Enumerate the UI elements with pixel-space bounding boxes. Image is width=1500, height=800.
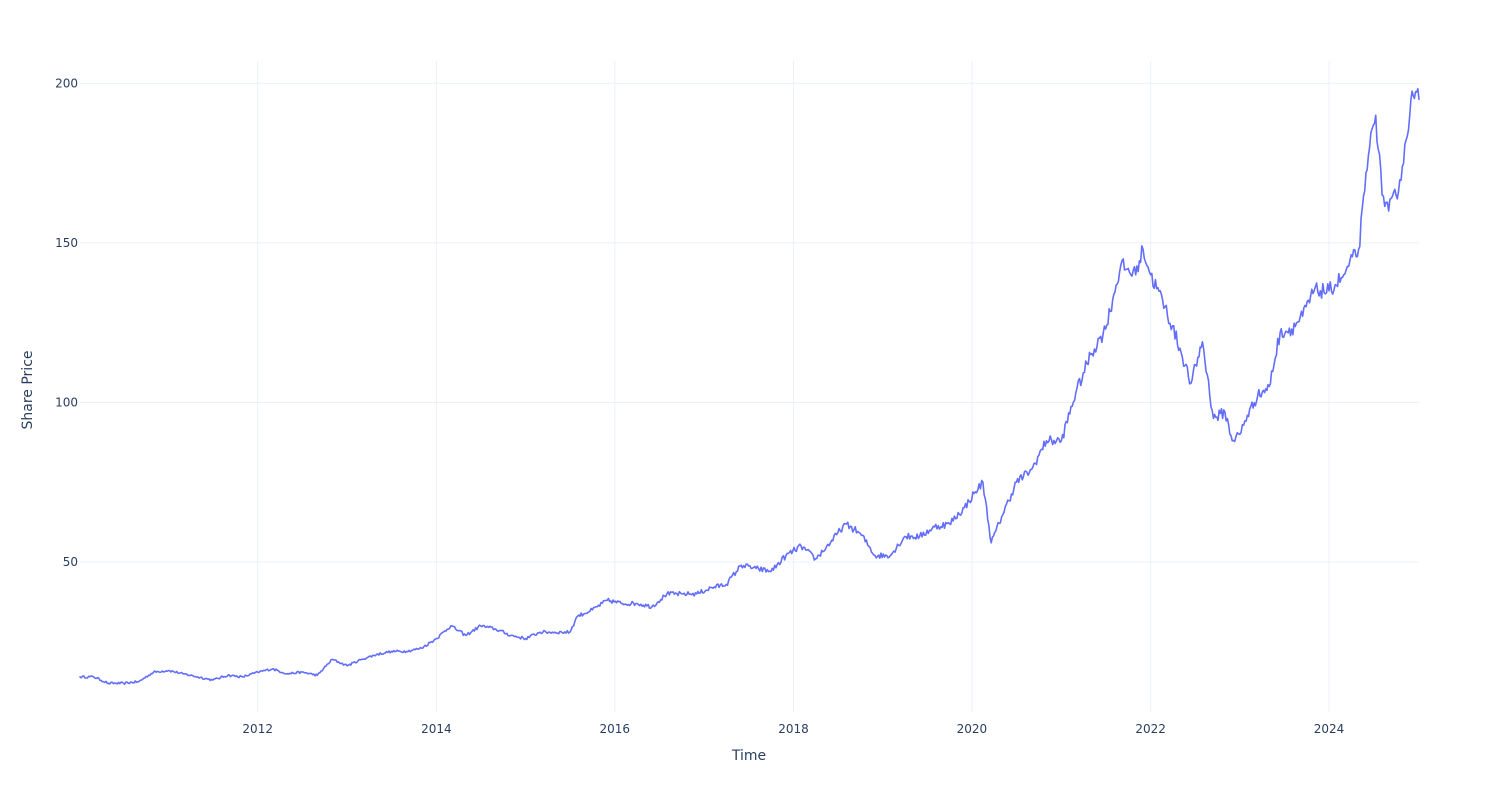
y-tick-label: 150	[55, 236, 78, 250]
x-tick-label: 2014	[421, 722, 452, 736]
x-tick-label: 2016	[600, 722, 631, 736]
x-tick-label: 2020	[957, 722, 988, 736]
x-tick-labels: 2012 2014 2016 2018 2020 2022 2024	[242, 722, 1344, 736]
y-tick-label: 200	[55, 76, 78, 90]
y-tick-labels: 50 100 150 200	[55, 76, 78, 569]
y-gridlines	[80, 82, 1419, 563]
series-layer	[79, 87, 1420, 685]
x-tick-label: 2018	[778, 722, 809, 736]
y-axis-title: Share Price	[20, 350, 36, 429]
x-gridlines	[257, 61, 1330, 712]
y-tick-label: 50	[63, 555, 78, 569]
y-tick-label: 100	[55, 395, 78, 409]
x-tick-label: 2012	[242, 722, 273, 736]
x-tick-label: 2024	[1314, 722, 1345, 736]
x-tick-label: 2022	[1135, 722, 1166, 736]
share-price-line	[79, 87, 1420, 685]
x-axis-title: Time	[731, 748, 766, 764]
